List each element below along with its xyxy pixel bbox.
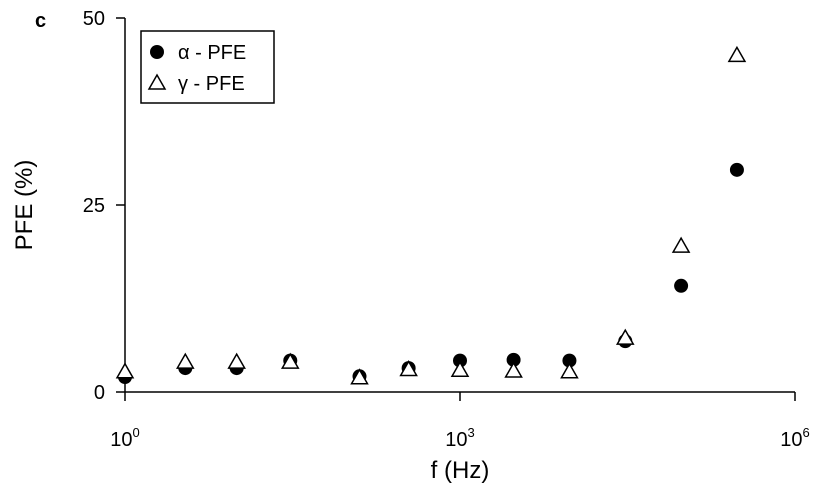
alpha-pfe-point: [506, 352, 521, 367]
y-tick-label: 0: [94, 382, 105, 404]
y-tick-label: 50: [83, 8, 105, 30]
gamma-pfe-point: [450, 360, 470, 378]
y-axis-label: PFE (%): [11, 160, 38, 251]
x-tick-base: 10: [780, 429, 802, 451]
panel-label: c: [35, 10, 46, 32]
x-tick-label: 106: [780, 425, 809, 451]
x-ticks: 100 103 106: [110, 392, 810, 451]
y-tick-label: 25: [83, 195, 105, 217]
gamma-pfe-point: [227, 352, 246, 369]
gamma-pfe-point: [504, 361, 523, 378]
alpha-pfe-point: [729, 162, 744, 177]
legend-circle-marker: [150, 45, 164, 59]
legend-triangle-marker: [147, 73, 167, 90]
gamma-pfe-point: [727, 45, 747, 63]
gamma-pfe-point: [399, 360, 418, 377]
x-tick-label: 100: [110, 425, 139, 451]
x-tick-exponent: 3: [468, 425, 475, 440]
gamma-pfe-point: [280, 352, 300, 369]
gamma-pfe-point: [350, 368, 369, 385]
legend: α - PFE γ - PFE: [140, 30, 275, 104]
x-axis-label: f (Hz): [431, 457, 490, 484]
x-tick-base: 10: [445, 429, 467, 451]
alpha-pfe-point: [674, 278, 689, 293]
x-tick-base: 10: [110, 429, 132, 451]
y-ticks: 0 25 50: [83, 8, 125, 404]
x-tick-label: 103: [445, 425, 474, 451]
legend-label-alpha: α - PFE: [178, 42, 246, 64]
alpha-pfe-point: [453, 353, 467, 368]
data-points: [115, 45, 747, 385]
alpha-pfe-point: [562, 353, 577, 368]
x-tick-exponent: 6: [803, 425, 810, 440]
legend-label-gamma: γ - PFE: [178, 73, 245, 95]
gamma-pfe-point: [176, 352, 195, 369]
gamma-pfe-point: [560, 362, 579, 379]
gamma-pfe-point: [615, 328, 635, 345]
x-tick-exponent: 0: [133, 425, 140, 440]
gamma-pfe-point: [671, 236, 691, 253]
gamma-pfe-point: [115, 362, 135, 379]
legend-box: [140, 30, 275, 104]
